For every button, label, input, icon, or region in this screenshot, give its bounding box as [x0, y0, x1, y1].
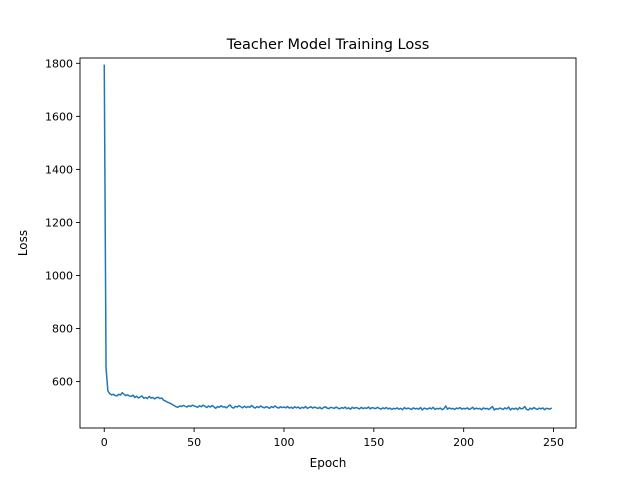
y-axis-label: Loss	[16, 230, 30, 256]
y-tick-label: 800	[52, 323, 73, 336]
x-tick-label: 100	[273, 436, 294, 449]
x-axis-label: Epoch	[310, 456, 347, 470]
x-tick-label: 50	[187, 436, 201, 449]
y-tick-label: 1800	[45, 57, 73, 70]
x-tick-label: 200	[453, 436, 474, 449]
x-tick-label: 0	[101, 436, 108, 449]
y-tick-label: 600	[52, 376, 73, 389]
series-line	[103, 64, 553, 411]
x-tick-label: 250	[543, 436, 564, 449]
y-tick-label: 1200	[45, 216, 73, 229]
chart-title: Teacher Model Training Loss	[226, 37, 430, 53]
y-axis-ticks: 600 800 1000 1200 1400 1600 1800	[45, 57, 80, 389]
x-axis-ticks: 0 50 100 150 200 250	[101, 428, 564, 449]
y-tick-label: 1000	[45, 269, 73, 282]
y-tick-label: 1600	[45, 110, 73, 123]
plot-area	[103, 64, 553, 411]
x-tick-label: 150	[363, 436, 384, 449]
y-tick-label: 1400	[45, 163, 73, 176]
axes-frame	[79, 57, 577, 429]
